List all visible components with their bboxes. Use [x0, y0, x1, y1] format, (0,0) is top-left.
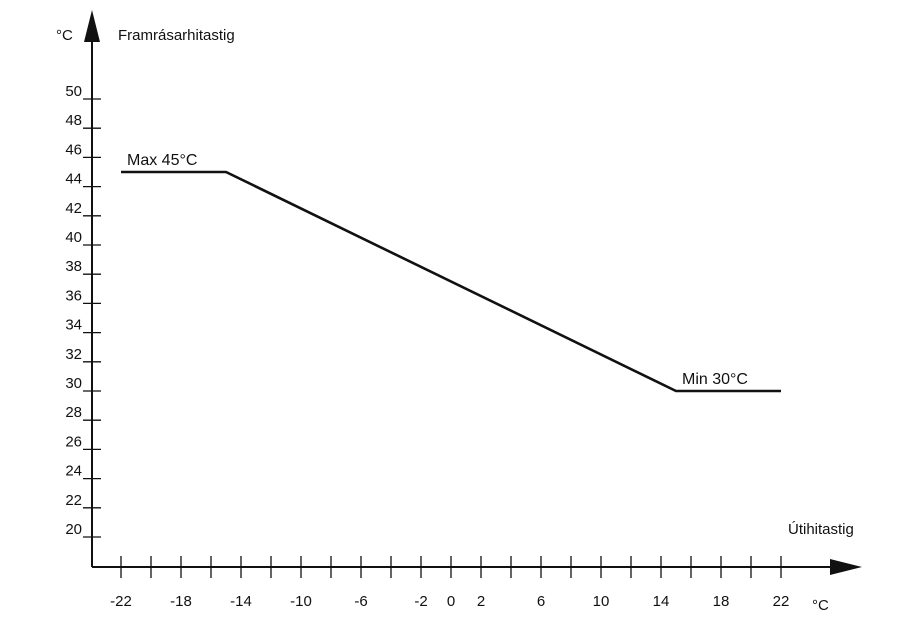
y-axis-title: Framrásarhitastig — [118, 27, 235, 44]
y-tick-label: 28 — [65, 404, 82, 421]
series-line — [121, 170, 781, 393]
y-tick-label: 42 — [65, 200, 82, 217]
x-tick-label: 6 — [537, 593, 545, 610]
y-tick-label: 50 — [65, 83, 82, 100]
y-unit-label: °C — [56, 27, 73, 44]
y-tick-label: 48 — [65, 112, 82, 129]
x-tick-label: 2 — [477, 593, 485, 610]
y-ticks: 20 22 24 26 28 30 32 34 36 38 40 42 44 46 48 50 — [65, 83, 101, 538]
y-tick-label: 44 — [65, 171, 82, 188]
annotation-label: Min 30°C — [682, 371, 748, 388]
y-tick-label: 36 — [65, 287, 82, 304]
y-tick-label: 26 — [65, 433, 82, 450]
y-tick-label: 20 — [65, 521, 82, 538]
x-tick-label: 22 — [773, 593, 790, 610]
x-axis-arrow-icon — [830, 559, 862, 575]
y-tick-label: 22 — [65, 492, 82, 509]
y-tick-label: 30 — [65, 375, 82, 392]
x-tick-label: 18 — [713, 593, 730, 610]
x-tick-label: -18 — [170, 593, 192, 610]
x-tick-label: -6 — [354, 593, 367, 610]
y-tick-label: 32 — [65, 346, 82, 363]
y-tick-label: 46 — [65, 141, 82, 158]
annotation-label: Max 45°C — [127, 152, 197, 169]
x-ticks: -22 -18 -14 -10 -6 -2 0 2 6 10 14 18 22 — [110, 556, 789, 610]
y-axis-arrow-icon — [84, 10, 100, 42]
x-tick-label: 0 — [447, 593, 455, 610]
x-tick-label: -2 — [414, 593, 427, 610]
y-tick-label: 34 — [65, 317, 82, 334]
y-tick-label: 24 — [65, 463, 82, 480]
x-tick-label: -14 — [230, 593, 252, 610]
x-tick-label: 10 — [593, 593, 610, 610]
y-tick-label: 38 — [65, 258, 82, 275]
x-tick-label: -10 — [290, 593, 312, 610]
y-tick-label: 40 — [65, 229, 82, 246]
x-unit-label: °C — [812, 597, 829, 614]
annotations: Max 45°C Min 30°C — [127, 152, 748, 388]
x-tick-label: -22 — [110, 593, 132, 610]
x-axis-title: Útihitastig — [788, 521, 854, 538]
series — [121, 170, 781, 393]
x-tick-label: 14 — [653, 593, 670, 610]
